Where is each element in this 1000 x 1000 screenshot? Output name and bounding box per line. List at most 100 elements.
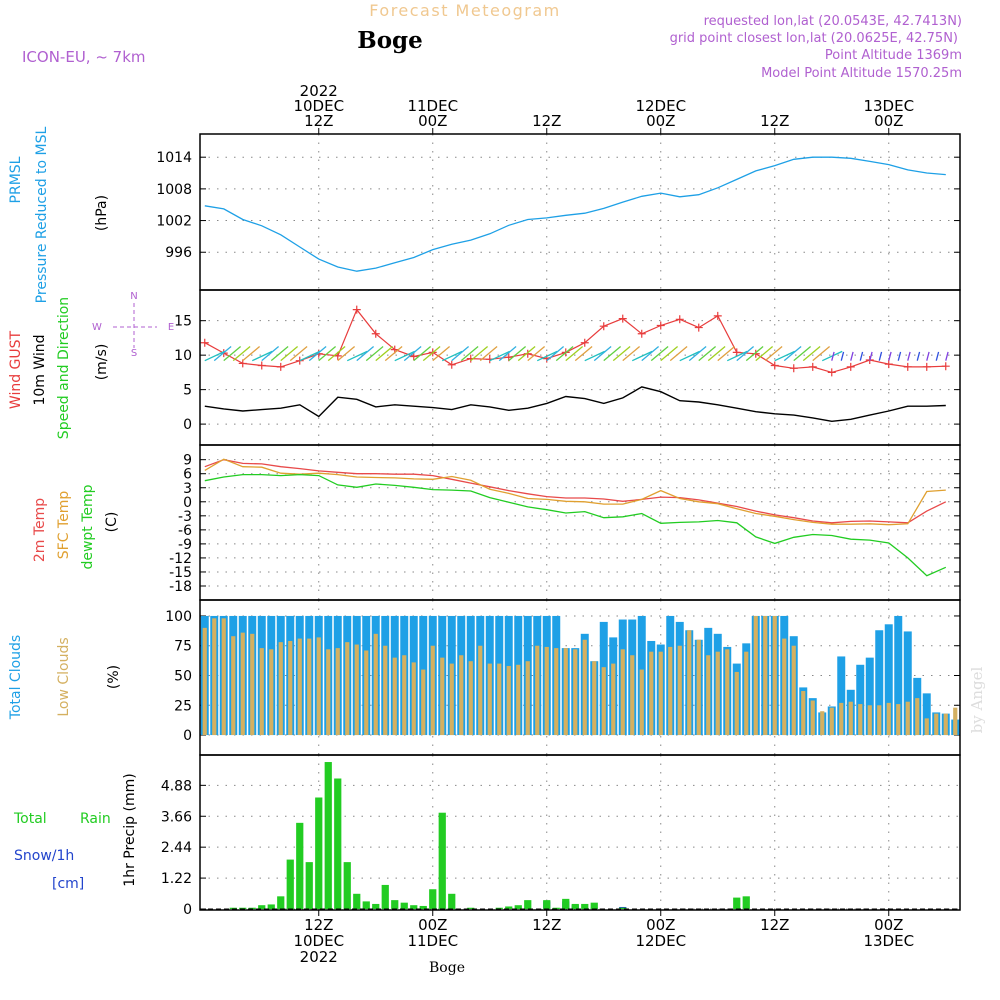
total-cloud-bar [894, 615, 903, 736]
pressure-msl-label: Pressure Reduced to MSL [34, 126, 50, 303]
gust-marker [637, 329, 646, 338]
wind-direction-arrow [204, 350, 225, 362]
wind-direction-arrow [384, 346, 403, 362]
rain-bar [581, 903, 589, 909]
wind-direction-arrow [888, 351, 892, 361]
pressure-line [204, 156, 946, 272]
low-cloud-bar [592, 661, 597, 736]
low-cloud-bar [829, 707, 834, 736]
wind-direction-arrow [403, 346, 422, 362]
wind-direction-arrow [897, 351, 902, 361]
total-cloud-bar [837, 656, 846, 736]
low-cloud-bar [858, 704, 863, 736]
wind-direction-arrow [308, 346, 327, 362]
low-cloud-bar [772, 615, 777, 736]
gust-marker [770, 361, 779, 370]
total-cloud-bar [922, 693, 931, 736]
low-cloud-bar [658, 651, 663, 736]
low-cloud-bar [316, 637, 321, 736]
wind-10m-label: 10m Wind [32, 334, 48, 405]
wind-direction-arrow [223, 346, 242, 362]
total-clouds-label: Total Clouds [8, 635, 24, 720]
precip-tick-label: 1.22 [161, 871, 192, 887]
gust-marker [352, 305, 361, 314]
gust-marker [732, 348, 741, 357]
cloud-labels: Total Clouds Low Clouds (%) [8, 635, 122, 720]
low-cloud-bar [734, 671, 739, 736]
rain-bar [552, 907, 560, 909]
low-cloud-bar [525, 661, 530, 736]
wind-direction-arrow [280, 346, 299, 362]
clouds-tick-label: 100 [165, 609, 192, 625]
temperature-tick-label: 9 [183, 453, 192, 469]
rain-bar [296, 822, 304, 909]
wind-compass: N S W E [92, 291, 174, 359]
wind-direction-arrow [821, 350, 843, 362]
low-cloud-bar [848, 701, 853, 736]
wind-direction-arrow [679, 350, 700, 362]
low-cloud-bar [715, 651, 720, 736]
footer-location: Boge [429, 960, 465, 976]
top-time-label: 12DEC [635, 97, 686, 115]
low-cloud-bar [649, 651, 654, 736]
low-cloud-bar [810, 700, 815, 736]
rain-bar [334, 778, 342, 909]
rain-bar [229, 907, 237, 909]
low-cloud-bar [953, 707, 958, 736]
dewpoint-line [204, 473, 947, 577]
low-cloud-bar [402, 655, 407, 736]
top-time-label: 13DEC [863, 97, 914, 115]
rain-bar [258, 905, 266, 909]
low-cloud-bar [725, 649, 730, 736]
sfc-temp-line [204, 458, 946, 526]
forecast-title: Forecast Meteogram [369, 1, 560, 20]
low-cloud-bar [231, 636, 236, 736]
wind-direction-arrow [213, 346, 232, 362]
point-altitude: Point Altitude 1369m [825, 48, 962, 63]
low-cloud-bar [468, 661, 473, 736]
low-cloud-bar [250, 633, 255, 736]
bottom-time-label: 00Z [646, 916, 675, 934]
compass-south: S [131, 348, 137, 359]
precip-labels: Total Rain Snow/1h [cm] 1hr Precip (mm) [13, 773, 138, 892]
rain-bar [362, 901, 370, 909]
prmsl-label: PRMSL [8, 156, 24, 203]
precip-tick-label: 0 [183, 902, 192, 918]
wind-direction-arrow [460, 346, 479, 362]
top-time-label: 11DEC [407, 97, 458, 115]
wind-tick-label: 15 [174, 314, 192, 330]
compass-west: W [92, 322, 102, 333]
wind-direction-arrow [584, 350, 605, 362]
total-cloud-bar [856, 664, 865, 736]
low-cloud-bar [782, 638, 787, 736]
low-cloud-bar [744, 651, 749, 736]
low-cloud-bar [202, 627, 207, 736]
clouds-tick-label: 25 [174, 698, 192, 714]
low-cloud-bar [639, 669, 644, 736]
wind-direction-arrow [745, 346, 764, 362]
rain-bar [248, 907, 256, 909]
low-cloud-bar [544, 646, 549, 736]
gust-marker [846, 362, 855, 371]
wind-direction-arrow [346, 350, 368, 362]
temperature-tick-label: -18 [169, 579, 192, 595]
gust-marker [941, 362, 950, 371]
total-cloud-bar [865, 657, 874, 736]
temperature-tick-label: -6 [178, 523, 192, 539]
low-cloud-bar [677, 645, 682, 736]
wind-unit-label: (m/s) [94, 344, 110, 381]
total-rain-label-rain: Rain [80, 811, 111, 827]
wind-direction-arrow [764, 346, 783, 362]
temperature-tick-label: 6 [183, 467, 192, 483]
low-cloud-bar [934, 713, 939, 736]
top-time-label: 00Z [418, 112, 447, 130]
precip-tick-label: 4.88 [161, 778, 192, 794]
low-cloud-bar [668, 646, 673, 736]
bottom-time-label: 12Z [304, 916, 333, 934]
wind-direction-arrow [242, 346, 261, 362]
wind-direction-arrow [517, 346, 536, 362]
wind-direction-arrow [812, 346, 831, 362]
temperature-tick-label: -12 [169, 551, 192, 567]
bottom-time-label: 2022 [300, 948, 338, 966]
